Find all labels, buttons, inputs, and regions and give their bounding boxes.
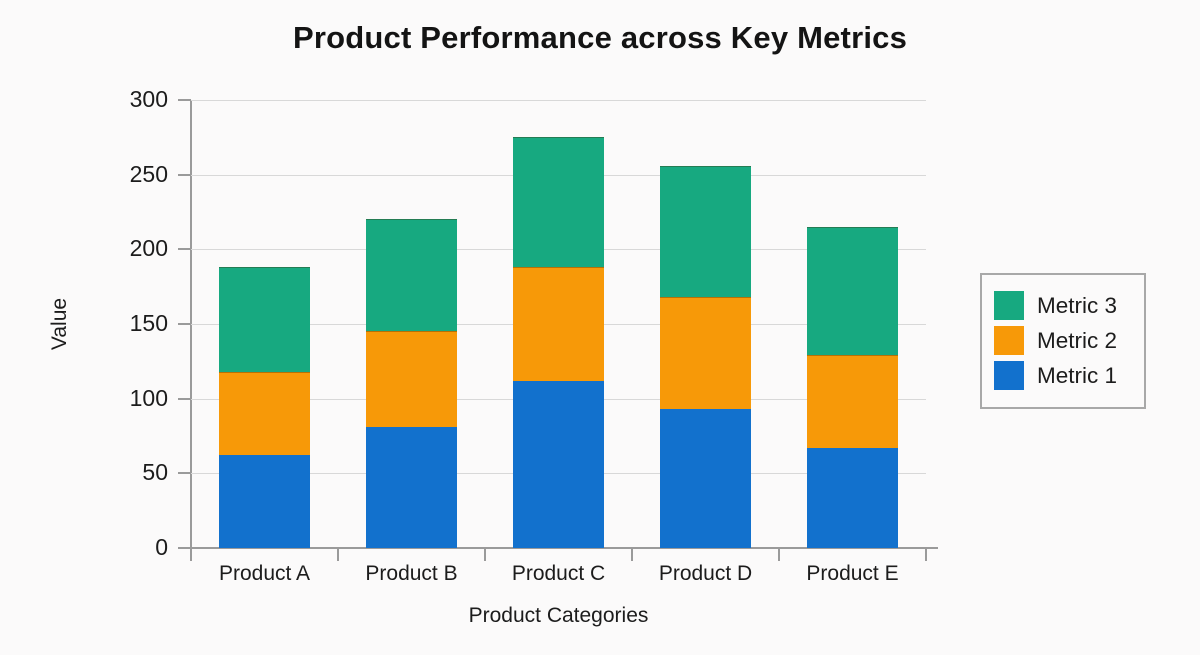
y-tick-mark-300 bbox=[178, 99, 191, 101]
bar-segment-metric-2-product-c bbox=[513, 267, 604, 381]
x-axis-title: Product Categories bbox=[468, 604, 649, 627]
y-tick-mark-50 bbox=[178, 472, 191, 475]
y-tick-label-200: 200 bbox=[129, 235, 168, 262]
bar-segment-metric-3-product-d bbox=[660, 165, 751, 298]
bar-segment-metric-1-product-c bbox=[513, 380, 604, 548]
plot-area bbox=[178, 99, 927, 561]
x-category-label-product-d: Product D bbox=[658, 562, 753, 585]
legend-swatch-metric-1 bbox=[994, 361, 1024, 390]
bar-group-product-e bbox=[779, 100, 926, 548]
bar-segment-metric-1-product-a bbox=[219, 455, 310, 548]
y-tick-label-0: 0 bbox=[155, 534, 168, 560]
y-tick-mark-200 bbox=[178, 248, 191, 251]
y-axis-line bbox=[190, 100, 192, 560]
legend-label-metric-1: Metric 1 bbox=[1037, 362, 1118, 388]
bar-group-product-a bbox=[191, 100, 338, 548]
x-tick-mark-4 bbox=[778, 548, 780, 561]
bar-segment-metric-2-product-b bbox=[366, 331, 457, 428]
legend-item-metric-3: Metric 3 bbox=[994, 291, 1132, 320]
bar-segment-metric-3-product-a bbox=[219, 267, 310, 372]
y-tick-mark-0 bbox=[178, 547, 191, 549]
bar-group-product-c bbox=[485, 100, 632, 548]
x-category-label-product-c: Product C bbox=[511, 562, 606, 585]
x-tick-mark-1 bbox=[337, 548, 339, 561]
x-axis-line bbox=[178, 547, 938, 549]
x-tick-mark-5 bbox=[925, 548, 927, 561]
bar-segment-metric-1-product-e bbox=[807, 447, 898, 548]
bar-group-product-b bbox=[338, 100, 485, 548]
legend-swatch-metric-2 bbox=[994, 326, 1024, 355]
bar-segment-metric-2-product-a bbox=[219, 371, 310, 456]
y-tick-label-250: 250 bbox=[129, 160, 168, 187]
x-category-label-product-a: Product A bbox=[218, 562, 311, 585]
legend-item-metric-2: Metric 2 bbox=[994, 326, 1132, 355]
y-tick-label-150: 150 bbox=[129, 310, 168, 336]
x-category-label-product-b: Product B bbox=[365, 562, 458, 585]
x-tick-mark-2 bbox=[484, 548, 486, 561]
x-category-label-product-e: Product E bbox=[806, 562, 899, 585]
chart-title: Product Performance across Key Metrics bbox=[292, 20, 908, 55]
y-tick-label-300: 300 bbox=[129, 86, 168, 112]
bar-segment-metric-3-product-c bbox=[513, 137, 604, 268]
bar-segment-metric-3-product-b bbox=[366, 219, 457, 332]
bar-segment-metric-3-product-e bbox=[807, 226, 898, 356]
bar-segment-metric-1-product-d bbox=[660, 409, 751, 548]
y-tick-label-100: 100 bbox=[129, 384, 168, 411]
gridline-y-300 bbox=[191, 100, 926, 101]
y-tick-mark-100 bbox=[178, 397, 191, 400]
y-tick-mark-250 bbox=[178, 173, 191, 176]
bar-group-product-d bbox=[632, 100, 779, 548]
legend-item-metric-1: Metric 1 bbox=[994, 361, 1132, 390]
legend-box: Metric 3 Metric 2 Metric 1 bbox=[980, 273, 1146, 409]
bar-segment-metric-2-product-d bbox=[660, 297, 751, 410]
bar-segment-metric-2-product-e bbox=[807, 355, 898, 448]
legend-label-metric-2: Metric 2 bbox=[1037, 327, 1118, 353]
legend-label-metric-3: Metric 3 bbox=[1037, 292, 1118, 318]
y-tick-mark-150 bbox=[178, 323, 191, 325]
x-tick-mark-3 bbox=[631, 548, 633, 561]
x-tick-mark-0 bbox=[190, 548, 192, 561]
y-tick-label-50: 50 bbox=[142, 459, 168, 486]
bar-segment-metric-1-product-b bbox=[366, 427, 457, 548]
legend-swatch-metric-3 bbox=[994, 291, 1024, 320]
